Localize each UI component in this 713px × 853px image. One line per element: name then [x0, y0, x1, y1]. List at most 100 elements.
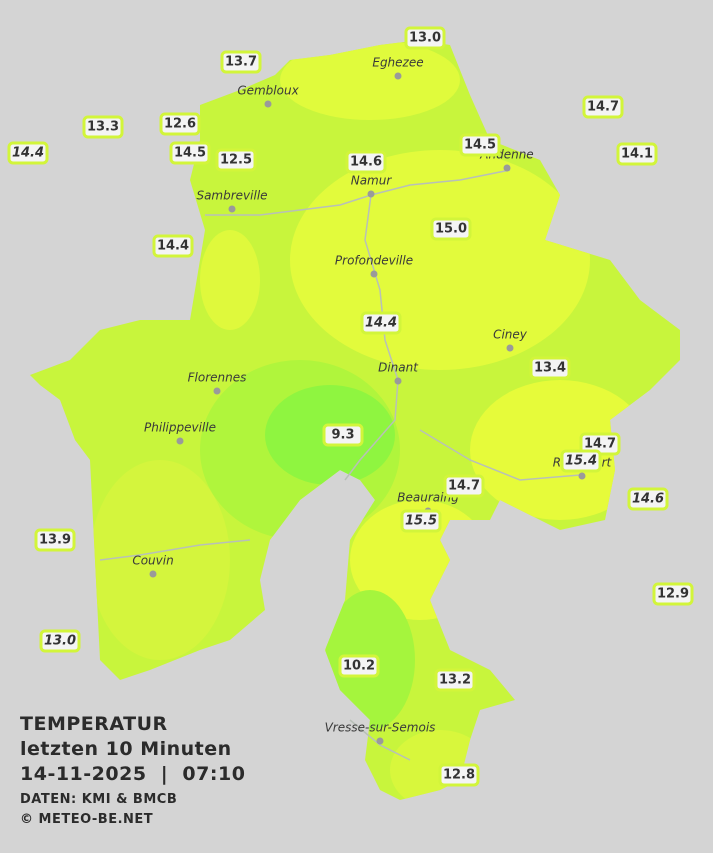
station-value: 14.5 — [174, 146, 206, 161]
station: 14.5 — [169, 141, 211, 165]
city-dot — [503, 164, 511, 172]
city-dot — [394, 377, 402, 385]
station-box — [434, 668, 476, 692]
city-name: Ciney — [493, 328, 528, 342]
station-box — [345, 150, 387, 174]
city-name: Gembloux — [237, 84, 299, 98]
city-name: Sambreville — [196, 189, 267, 203]
station-value: 14.7 — [448, 479, 480, 494]
city-name: Florennes — [188, 371, 247, 385]
station: 13.4 — [529, 356, 571, 380]
station: 13.9 — [34, 528, 76, 552]
station: 14.4 — [360, 311, 402, 335]
title: TEMPERATUR — [20, 713, 168, 735]
station-box — [459, 133, 501, 157]
station-value: 12.6 — [164, 117, 196, 132]
station-value: 13.3 — [87, 120, 119, 135]
city-dot — [213, 387, 221, 395]
station-box — [322, 423, 364, 447]
copyright: © METEO-BE.NET — [20, 812, 153, 827]
city-dot — [176, 437, 184, 445]
station-value: 14.6 — [632, 492, 664, 507]
station-box — [560, 449, 602, 473]
city-name: Philippeville — [144, 421, 216, 435]
station: 14.6 — [627, 487, 669, 511]
station-box — [82, 115, 124, 139]
city-dot — [376, 737, 384, 745]
datetime: 14-11-2025 | 07:10 — [20, 763, 245, 785]
station-value: 12.8 — [443, 768, 475, 783]
station-box — [39, 629, 81, 653]
station: 14.7 — [582, 95, 624, 119]
station-box — [616, 142, 658, 166]
station-value: 13.0 — [409, 31, 441, 46]
station-box — [443, 474, 485, 498]
labels: EghezeeGemblouxAndenneNamurSambrevillePr… — [7, 26, 694, 827]
station-value: 14.4 — [365, 316, 397, 331]
city-name: Vresse-sur-Semois — [325, 721, 436, 735]
station: 15.0 — [430, 217, 472, 241]
station-box — [438, 763, 480, 787]
station-value: 15.5 — [405, 514, 437, 529]
station-value: 14.4 — [157, 239, 189, 254]
station-box — [152, 234, 194, 258]
station-box — [582, 95, 624, 119]
station-value: 15.4 — [565, 454, 597, 469]
station: 14.4 — [7, 141, 49, 165]
station: 14.5 — [459, 133, 501, 157]
station-value: 13.7 — [225, 55, 257, 70]
station-value: 12.9 — [657, 587, 689, 602]
station: 13.0 — [404, 26, 446, 50]
station: 12.5 — [215, 148, 257, 172]
station: 12.9 — [652, 582, 694, 606]
station: 15.4 — [560, 449, 602, 473]
station-value: 15.0 — [435, 222, 467, 237]
station-value: 9.3 — [331, 428, 354, 443]
station-value: 13.0 — [44, 634, 76, 649]
station-value: 13.2 — [439, 673, 471, 688]
city-dot — [578, 472, 586, 480]
city-dot — [506, 344, 514, 352]
station: 14.7 — [443, 474, 485, 498]
city-dot — [394, 72, 402, 80]
city-dot — [149, 570, 157, 578]
station: 10.2 — [338, 654, 380, 678]
city-dot — [264, 100, 272, 108]
station-value: 14.5 — [464, 138, 496, 153]
station-box — [34, 528, 76, 552]
station-value: 14.1 — [621, 147, 653, 162]
station: 13.7 — [220, 50, 262, 74]
station: 14.1 — [616, 142, 658, 166]
station: 13.0 — [39, 629, 81, 653]
station-box — [529, 356, 571, 380]
station-box — [7, 141, 49, 165]
city-name: Dinant — [378, 361, 419, 375]
station-box — [215, 148, 257, 172]
station-box — [360, 311, 402, 335]
station: 9.3 — [322, 423, 364, 447]
station-box — [627, 487, 669, 511]
station-box — [652, 582, 694, 606]
station: 14.6 — [345, 150, 387, 174]
station-value: 14.7 — [584, 437, 616, 452]
city-name: Beauraing — [397, 491, 459, 505]
station: 12.6 — [159, 112, 201, 136]
rivers — [99, 169, 581, 761]
station-box — [220, 50, 262, 74]
station-value: 14.6 — [350, 155, 382, 170]
city-name: Profondeville — [335, 254, 413, 268]
station-box — [430, 217, 472, 241]
station: 13.3 — [82, 115, 124, 139]
city-name: Namur — [351, 174, 393, 188]
station: 13.2 — [434, 668, 476, 692]
station-box — [338, 654, 380, 678]
station-box — [404, 26, 446, 50]
city-dot — [228, 205, 236, 213]
station: 15.5 — [400, 509, 442, 533]
station-box — [400, 509, 442, 533]
station: 14.4 — [152, 234, 194, 258]
station-value: 14.7 — [587, 100, 619, 115]
station-value: 13.9 — [39, 533, 71, 548]
